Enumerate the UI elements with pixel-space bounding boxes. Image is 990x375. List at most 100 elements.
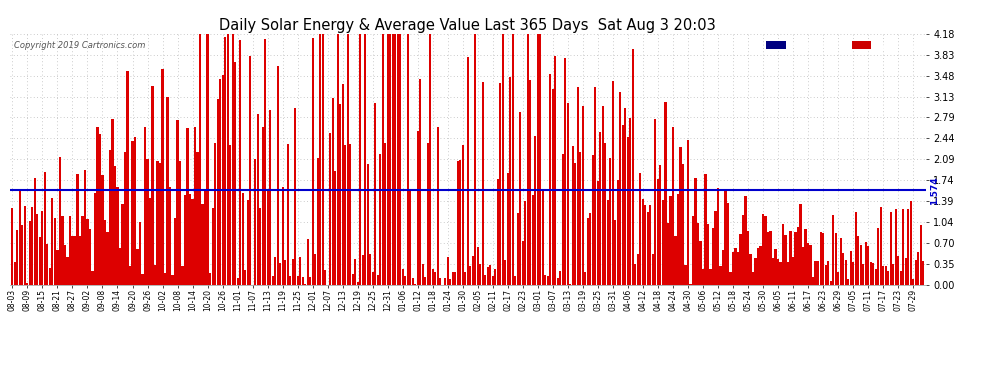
Bar (66, 257, 68, 285)
Bar (269, 110, 271, 285)
Bar (592, 155, 594, 285)
Bar (304, 284, 306, 285)
Bar (319, 34, 321, 285)
Bar (589, 213, 591, 285)
Bar (254, 159, 256, 285)
Bar (815, 261, 817, 285)
Bar (466, 57, 469, 285)
Bar (451, 272, 453, 285)
Bar (662, 200, 664, 285)
Bar (599, 132, 602, 285)
Bar (147, 159, 148, 285)
Bar (612, 81, 614, 285)
Bar (622, 125, 624, 285)
Bar (667, 223, 669, 285)
Bar (222, 75, 224, 285)
Bar (722, 250, 724, 285)
Bar (159, 162, 161, 285)
Bar (872, 262, 874, 285)
Bar (379, 154, 381, 285)
Bar (217, 99, 219, 285)
Bar (715, 211, 717, 285)
Bar (764, 216, 766, 285)
Bar (184, 195, 186, 285)
Bar (864, 242, 866, 285)
Bar (307, 238, 309, 285)
Bar (154, 265, 156, 285)
Bar (812, 276, 814, 285)
Bar (905, 258, 907, 285)
Bar (669, 195, 671, 285)
Bar (349, 144, 351, 285)
Bar (181, 266, 183, 285)
Bar (877, 228, 879, 285)
Bar (284, 260, 286, 285)
Bar (725, 190, 727, 285)
Bar (117, 187, 119, 285)
Bar (487, 267, 489, 285)
Bar (474, 34, 476, 285)
Bar (51, 198, 53, 285)
Bar (189, 194, 191, 285)
Bar (454, 272, 456, 285)
Bar (202, 204, 204, 285)
Bar (810, 245, 812, 285)
Bar (546, 276, 548, 285)
Bar (440, 278, 442, 285)
Bar (422, 264, 424, 285)
Bar (907, 209, 909, 285)
Bar (679, 147, 681, 285)
Bar (920, 225, 922, 285)
Bar (389, 34, 391, 285)
Bar (22, 225, 24, 285)
Bar (627, 137, 629, 285)
Bar (64, 244, 66, 285)
Bar (34, 178, 36, 285)
Bar (762, 214, 764, 285)
Bar (294, 108, 296, 285)
Bar (317, 158, 319, 285)
Bar (774, 249, 776, 285)
Bar (651, 254, 654, 285)
Legend: Average  ($), Daily  ($): Average ($), Daily ($) (764, 39, 921, 53)
Bar (822, 233, 824, 285)
Bar (364, 34, 366, 285)
Bar (890, 212, 892, 285)
Bar (492, 276, 494, 285)
Bar (620, 92, 622, 285)
Bar (249, 56, 251, 285)
Bar (795, 232, 797, 285)
Bar (837, 272, 840, 285)
Bar (437, 127, 439, 285)
Bar (374, 103, 376, 285)
Bar (266, 190, 268, 285)
Bar (427, 143, 429, 285)
Bar (122, 204, 124, 285)
Bar (522, 241, 524, 285)
Bar (361, 255, 363, 285)
Bar (384, 143, 386, 285)
Bar (692, 216, 694, 285)
Text: Copyright 2019 Cartronics.com: Copyright 2019 Cartronics.com (15, 41, 146, 50)
Bar (915, 260, 917, 285)
Bar (461, 145, 464, 285)
Bar (224, 37, 226, 285)
Bar (535, 136, 537, 285)
Bar (402, 269, 404, 285)
Bar (902, 209, 904, 285)
Bar (276, 66, 278, 285)
Bar (772, 258, 774, 285)
Bar (179, 161, 181, 285)
Bar (207, 34, 209, 285)
Bar (879, 207, 882, 285)
Bar (76, 174, 78, 285)
Bar (672, 127, 674, 285)
Bar (58, 157, 61, 285)
Bar (376, 275, 379, 285)
Bar (366, 164, 368, 285)
Bar (134, 136, 136, 285)
Bar (730, 272, 732, 285)
Bar (471, 256, 474, 285)
Bar (752, 272, 754, 285)
Bar (769, 231, 771, 285)
